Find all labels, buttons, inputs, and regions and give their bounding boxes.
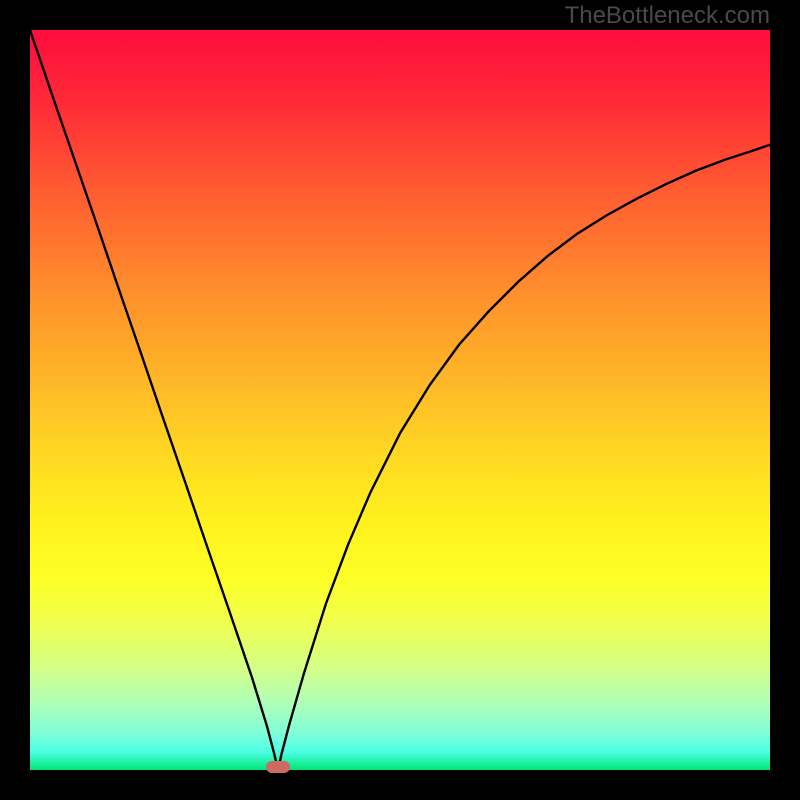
chart-canvas: TheBottleneck.com (0, 0, 800, 800)
minimum-marker (266, 761, 290, 773)
curve-path (30, 30, 770, 770)
bottleneck-curve (30, 30, 770, 770)
plot-area (30, 30, 770, 770)
watermark-text: TheBottleneck.com (565, 2, 770, 30)
